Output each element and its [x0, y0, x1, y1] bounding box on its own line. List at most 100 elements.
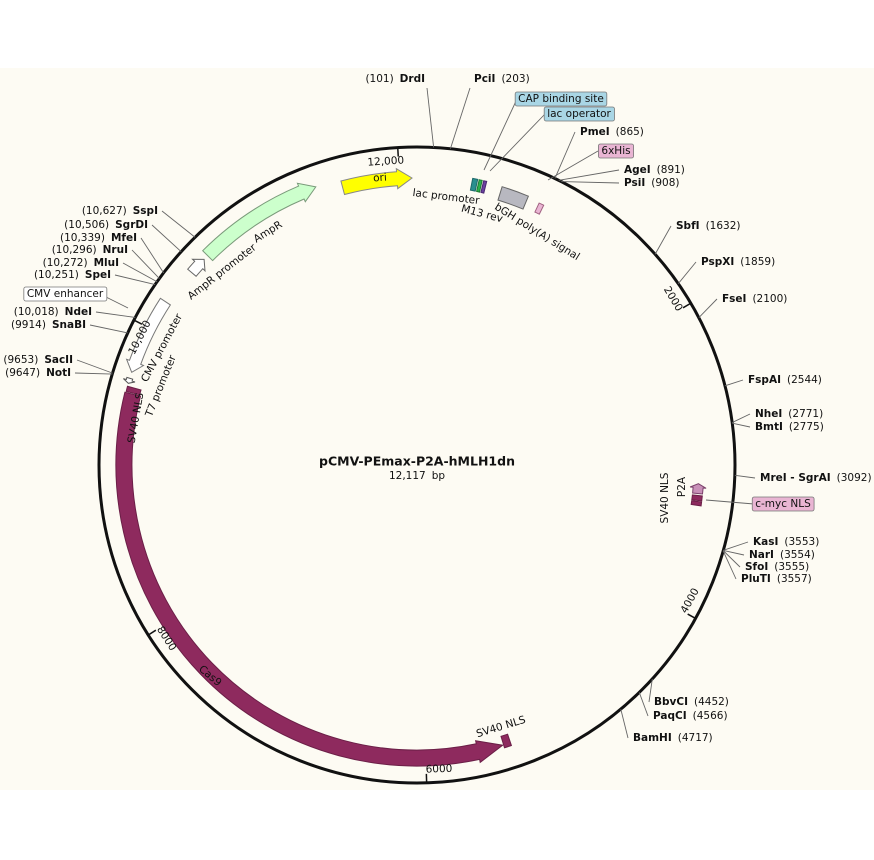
enzyme-name: NarI	[749, 549, 774, 561]
site-label: (10,296) NruI	[52, 244, 128, 256]
site-position: (10,018)	[14, 306, 59, 318]
site-position: (10,251)	[34, 269, 79, 281]
feature-label: CAP binding site	[518, 93, 604, 105]
site-label: PluTI (3557)	[741, 573, 812, 585]
enzyme-name: NruI	[103, 244, 128, 256]
enzyme-name: MreI - SgrAI	[760, 472, 831, 484]
site-label: PspXI (1859)	[701, 256, 775, 268]
site-position: (10,339)	[60, 232, 105, 244]
site-label: (9914) SnaBI	[11, 319, 86, 331]
enzyme-name: PspXI	[701, 256, 734, 268]
enzyme-name: PmeI	[580, 126, 610, 138]
site-position: (9914)	[11, 319, 46, 331]
enzyme-name: PluTI	[741, 573, 771, 585]
site-position: (3555)	[774, 561, 809, 573]
size-unit: bp	[432, 470, 446, 482]
site-label: MreI - SgrAI (3092)	[760, 472, 872, 484]
sv40-nls-bottom	[500, 733, 513, 749]
enzyme-name: BmtI	[755, 421, 783, 433]
site-label: PciI (203)	[474, 73, 530, 85]
size-value: 12,117	[389, 470, 426, 482]
site-position: (865)	[616, 126, 644, 138]
site-label: (9647) NotI	[5, 367, 71, 379]
enzyme-name: FspAI	[748, 374, 781, 386]
map-background	[0, 68, 874, 790]
site-leader	[76, 359, 113, 374]
site-leader	[648, 678, 653, 703]
site-leader	[74, 372, 113, 375]
site-position: (2775)	[789, 421, 824, 433]
site-leader	[732, 422, 751, 428]
site-position: (1859)	[740, 256, 775, 268]
site-position: (3557)	[777, 573, 812, 585]
site-leader	[449, 87, 471, 149]
t7-promoter-mark	[123, 376, 136, 384]
enzyme-name: PsiI	[624, 177, 645, 189]
feature-label: SV40 NLS	[659, 472, 671, 523]
plasmid-size: 12,117 bp	[389, 470, 445, 482]
backbone-circle	[97, 145, 737, 785]
site-position: (101)	[365, 73, 393, 85]
lac-operator-mark	[480, 180, 488, 194]
site-position: (2771)	[788, 408, 823, 420]
site-label: FseI (2100)	[722, 293, 787, 305]
site-label: (10,018) NdeI	[14, 306, 92, 318]
enzyme-name: PciI	[474, 73, 495, 85]
site-leader	[554, 131, 576, 179]
ampr-arrow	[201, 182, 317, 262]
site-leader	[95, 311, 136, 318]
site-position: (3553)	[784, 536, 819, 548]
sv40-nls-right	[690, 500, 703, 507]
site-position: (10,296)	[52, 244, 97, 256]
feature-leader	[547, 150, 599, 181]
enzyme-name: SgrDI	[115, 219, 148, 231]
site-position: (908)	[651, 177, 679, 189]
plasmid-name: pCMV-PEmax-P2A-hMLH1dn	[319, 454, 515, 469]
site-label: PaqCI (4566)	[653, 710, 728, 722]
feature-label: 6xHis	[601, 145, 630, 157]
bgh-box	[497, 186, 530, 210]
ampr-promoter-arrow	[186, 258, 206, 278]
enzyme-name: SnaBI	[52, 319, 86, 331]
site-label: KasI (3553)	[753, 536, 819, 548]
site-leader	[638, 692, 649, 717]
site-leader	[114, 274, 156, 286]
enzyme-name: NotI	[46, 367, 71, 379]
site-position: (10,506)	[64, 219, 109, 231]
site-label: FspAI (2544)	[748, 374, 822, 386]
feature-leader	[103, 295, 129, 309]
lac-promoter-mark	[469, 177, 479, 192]
enzyme-name: SacII	[44, 354, 73, 366]
enzyme-name: KasI	[753, 536, 778, 548]
site-leader	[723, 541, 749, 551]
site-leader	[698, 298, 718, 318]
site-leader	[654, 225, 672, 255]
site-position: (4566)	[693, 710, 728, 722]
sv40-nls-left	[125, 385, 142, 396]
enzyme-name: MfeI	[111, 232, 137, 244]
site-label: (10,251) SpeI	[34, 269, 111, 281]
site-leader	[722, 550, 741, 568]
enzyme-name: SbfI	[676, 220, 700, 232]
site-position: (9647)	[5, 367, 40, 379]
site-leader	[561, 181, 620, 184]
enzyme-name: BbvCI	[654, 696, 688, 708]
site-label: (9653) SacII	[3, 354, 73, 366]
m13-mark	[476, 179, 483, 193]
enzyme-name: SfoI	[745, 561, 768, 573]
feature-label: P2A	[676, 476, 688, 497]
site-leader	[122, 262, 158, 283]
enzyme-name: MluI	[94, 257, 119, 269]
enzyme-name: NheI	[755, 408, 782, 420]
site-position: (3092)	[837, 472, 872, 484]
site-leader	[677, 261, 697, 284]
ori-arrow	[340, 167, 413, 196]
site-leader	[722, 550, 737, 580]
site-label: AgeI (891)	[624, 164, 685, 176]
site-position: (10,627)	[82, 205, 127, 217]
enzyme-name: PaqCI	[653, 710, 687, 722]
position-tick	[148, 629, 157, 636]
site-position: (10,272)	[43, 257, 88, 269]
